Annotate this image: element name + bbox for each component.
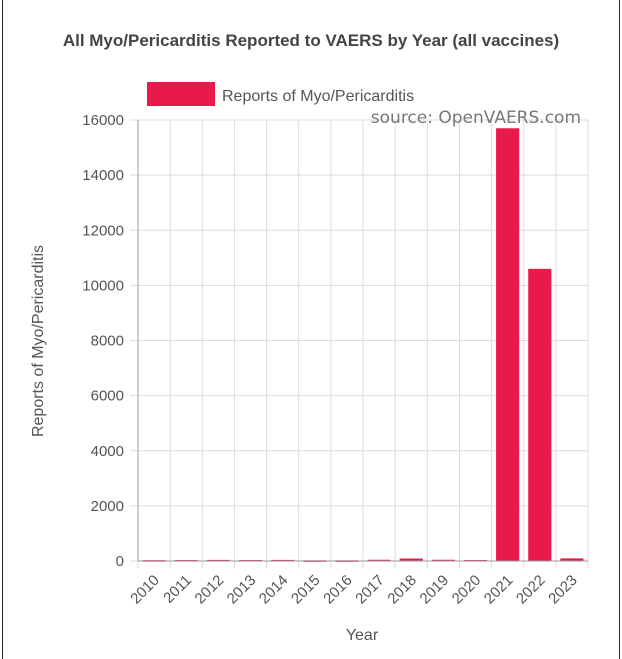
bar-2021 [496,128,520,562]
bar-2022 [528,268,552,561]
y-tick-label: 4000 [91,443,124,460]
y-tick-labels: 0 2000 4000 6000 8000 10000 12000 14000 16000 [82,112,124,570]
grid-lines [130,119,589,569]
x-axis-label: Year [346,627,379,644]
y-tick-label: 14000 [82,167,124,184]
bar-2018 [399,558,423,561]
bars [142,128,584,562]
x-tick-label: 2014 [256,572,292,608]
y-tick-label: 2000 [91,498,124,515]
legend-label: Reports of Myo/Pericarditis [222,88,414,105]
x-tick-label: 2015 [288,572,324,608]
y-tick-label: 6000 [91,388,124,405]
x-tick-label: 2013 [224,572,260,608]
source-annotation: source: OpenVAERS.com [371,108,581,128]
frame-edge-left [2,0,3,659]
axes [137,120,588,562]
x-tick-label: 2020 [449,572,485,608]
x-tick-labels: 2010201120122013201420152016201720182019… [127,572,580,608]
bar-2023 [560,558,584,561]
x-tick-label: 2016 [320,572,356,608]
x-tick-label: 2019 [417,572,453,608]
frame-edge-right [619,0,620,659]
x-tick-label: 2022 [513,572,549,608]
legend-swatch [147,82,215,106]
y-tick-label: 16000 [82,112,124,129]
y-tick-label: 8000 [91,333,124,350]
x-tick-label: 2011 [160,572,195,607]
x-tick-label: 2021 [481,572,517,608]
y-tick-label: 12000 [82,222,124,239]
chart-title: All Myo/Pericarditis Reported to VAERS b… [62,31,560,50]
x-tick-label: 2023 [545,572,581,608]
y-axis-label: Reports of Myo/Pericarditis [30,245,47,437]
x-tick-label: 2010 [127,572,163,608]
x-tick-label: 2012 [192,572,228,608]
x-tick-label: 2018 [384,572,420,608]
y-tick-label: 0 [116,553,124,570]
y-tick-label: 10000 [82,277,124,294]
x-tick-label: 2017 [352,572,388,608]
